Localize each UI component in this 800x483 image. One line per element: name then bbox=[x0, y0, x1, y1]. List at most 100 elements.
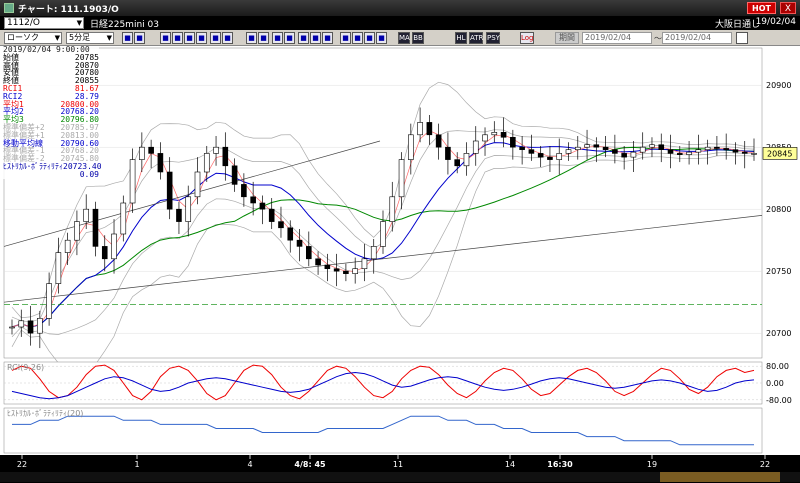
candle-body bbox=[361, 258, 368, 270]
trendline bbox=[3, 215, 763, 303]
toolbar-tool-icon[interactable]: ■ bbox=[376, 32, 387, 44]
candle-body bbox=[111, 233, 117, 260]
candle-body bbox=[101, 246, 108, 260]
candle-body bbox=[305, 246, 312, 260]
legend-value: 20813.00 bbox=[60, 130, 99, 140]
toolbar-tool-icon[interactable]: ■ bbox=[210, 32, 221, 44]
candle-body bbox=[389, 196, 396, 222]
legend-row: 平均3 20796.80 bbox=[3, 116, 99, 124]
hl-button[interactable]: HL bbox=[455, 32, 467, 44]
chart-area[interactable]: 20900208502080020750207002084580.000.00-… bbox=[0, 46, 800, 483]
legend-value: 20790.60 bbox=[60, 138, 99, 148]
legend-row: 標準偏差+2 20785.97 bbox=[3, 124, 99, 132]
rci-title: RCI(9,26) bbox=[7, 363, 44, 372]
toolbar-tool-icon[interactable]: ■ bbox=[258, 32, 269, 44]
hot-button[interactable]: HOT bbox=[747, 2, 776, 14]
legend-datetime: 2019/02/04 9:00:00 bbox=[3, 46, 99, 54]
toolbar-tool-icon[interactable]: ■ bbox=[284, 32, 295, 44]
legend-label: 移動平均線 bbox=[3, 138, 43, 148]
candle-body bbox=[686, 151, 692, 155]
candle-body bbox=[194, 171, 201, 198]
chevron-down-icon: ▼ bbox=[106, 34, 112, 42]
legend-row: 始値 20785 bbox=[3, 53, 99, 62]
legend-label: 標準偏差-1 bbox=[3, 146, 45, 156]
atr-button[interactable]: ATR bbox=[469, 32, 484, 44]
bb-button[interactable]: BB bbox=[412, 32, 424, 44]
symbol-select[interactable]: 1112/O ▼ bbox=[4, 17, 84, 29]
legend-value: 20745.80 bbox=[60, 154, 99, 164]
info-row: 1112/O ▼ 日経225mini 03 大阪日通し 19/02/04 bbox=[0, 16, 800, 30]
psy-button[interactable]: PSY bbox=[486, 32, 500, 44]
toolbar-tool-icon[interactable]: ■ bbox=[172, 32, 183, 44]
legend-label: 標準偏差+2 bbox=[3, 122, 45, 132]
toolbar-tool-icon[interactable]: ■ bbox=[322, 32, 333, 44]
toolbar-tool-icon[interactable]: ■ bbox=[134, 32, 145, 44]
candle-body bbox=[148, 146, 154, 154]
instrument-name: 日経225mini 03 bbox=[90, 20, 159, 30]
candle-body bbox=[315, 258, 321, 266]
chart-type-select[interactable]: ローソク ▼ bbox=[4, 32, 62, 44]
candle-body bbox=[185, 196, 192, 222]
interval-select[interactable]: 5分足 ▼ bbox=[66, 32, 114, 44]
time-tick-label: 1 bbox=[134, 460, 139, 469]
legend-label: 高値 bbox=[3, 60, 19, 70]
candle-body bbox=[333, 268, 340, 272]
app-icon bbox=[4, 3, 14, 13]
toolbar-tool-icon[interactable]: ■ bbox=[298, 32, 309, 44]
candle-body bbox=[296, 239, 303, 247]
legend-row: 高値 20870 bbox=[3, 60, 99, 70]
to-date-input[interactable]: 2019/02/04 bbox=[662, 32, 732, 44]
log-button[interactable]: Log bbox=[520, 32, 534, 44]
candle-body bbox=[176, 208, 182, 222]
legend-value: 20800.00 bbox=[60, 99, 99, 109]
candle-body bbox=[268, 208, 275, 222]
candle-body bbox=[574, 146, 581, 150]
toolbar: ローソク ▼ 5分足 ▼ ■ ■ ■ ■ ■ ■ ■ ■ ■ ■ ■ ■ ■ ■ ■ ■ ■ ■ ■ MA BB H… bbox=[0, 30, 800, 46]
toolbar-tool-icon[interactable]: ■ bbox=[310, 32, 321, 44]
toolbar-tool-icon[interactable]: ■ bbox=[272, 32, 283, 44]
toolbar-tool-icon[interactable]: ■ bbox=[184, 32, 195, 44]
candle-body bbox=[287, 227, 294, 241]
toolbar-tool-icon[interactable]: ■ bbox=[222, 32, 233, 44]
legend-label: 安値 bbox=[3, 68, 19, 78]
toolbar-tool-icon[interactable]: ■ bbox=[122, 32, 133, 44]
hv-title: ﾋｽﾄﾘｶﾙ･ﾎﾞﾗﾃｨﾘﾃｨ(20) bbox=[7, 409, 83, 418]
chart-canvas[interactable]: 20900208502080020750207002084580.000.00-… bbox=[0, 46, 800, 483]
candle-body bbox=[9, 326, 15, 329]
interval-value: 5分足 bbox=[69, 33, 91, 42]
candle-body bbox=[435, 134, 442, 148]
toolbar-tool-icon[interactable]: ■ bbox=[160, 32, 171, 44]
candle-body bbox=[732, 149, 739, 153]
candle-body bbox=[166, 171, 173, 210]
candle-body bbox=[454, 159, 461, 167]
candle-body bbox=[649, 144, 655, 148]
apply-checkbox[interactable] bbox=[736, 32, 748, 44]
legend-label: 標準偏差-2 bbox=[3, 154, 45, 164]
candle-body bbox=[639, 146, 646, 153]
from-date-input[interactable]: 2019/02/04 bbox=[582, 32, 652, 44]
candle-body bbox=[612, 149, 618, 154]
toolbar-tool-icon[interactable]: ■ bbox=[340, 32, 351, 44]
candle-body bbox=[398, 159, 405, 198]
candle-body bbox=[370, 246, 377, 260]
rci-panel-frame bbox=[3, 361, 763, 405]
legend-value: 20768.20 bbox=[60, 146, 99, 156]
legend-label: 平均1 bbox=[3, 99, 24, 109]
close-button[interactable]: X bbox=[780, 2, 796, 14]
legend-row: 平均2 20768.20 bbox=[3, 108, 99, 116]
candle-body bbox=[565, 149, 572, 154]
toolbar-tool-icon[interactable]: ■ bbox=[246, 32, 257, 44]
toolbar-tool-icon[interactable]: ■ bbox=[364, 32, 375, 44]
legend-label: RCI2 bbox=[3, 91, 23, 101]
candle-body bbox=[491, 132, 498, 136]
legend-value: 0.09 bbox=[79, 169, 99, 179]
candle-body bbox=[222, 146, 229, 167]
toolbar-tool-icon[interactable]: ■ bbox=[352, 32, 363, 44]
legend-label: 平均2 bbox=[3, 107, 24, 117]
candle-body bbox=[704, 146, 711, 150]
legend-value: 20723.40 bbox=[63, 161, 102, 171]
legend-value: 20870 bbox=[74, 60, 99, 70]
candle-body bbox=[714, 146, 720, 149]
toolbar-tool-icon[interactable]: ■ bbox=[196, 32, 207, 44]
ma-button[interactable]: MA bbox=[398, 32, 410, 44]
